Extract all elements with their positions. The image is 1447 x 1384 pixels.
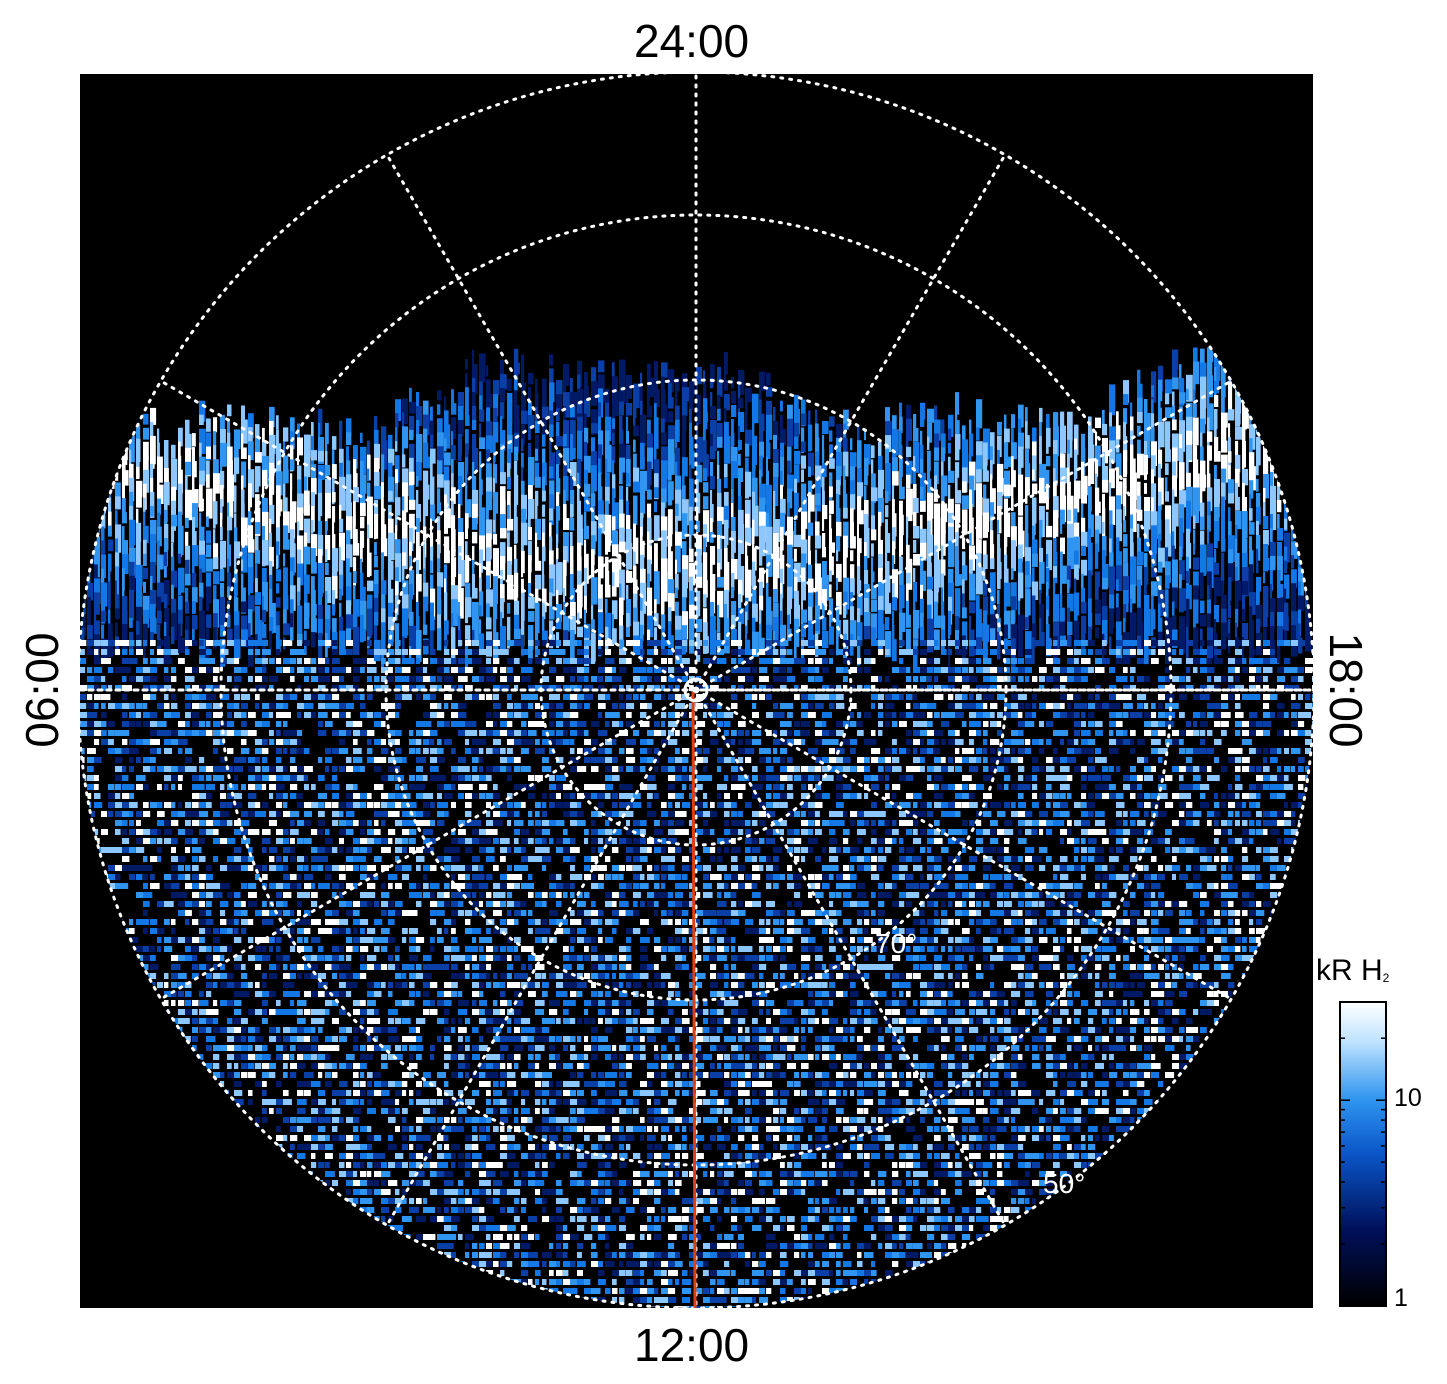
colorbar-ticks bbox=[1340, 1001, 1386, 1307]
noon-meridian-line bbox=[691, 691, 697, 1309]
colorbar-tick-label-10: 10 bbox=[1394, 1084, 1422, 1112]
colorbar-tick-label-1: 1 bbox=[1394, 1284, 1408, 1312]
colorbar-title-text: kR H bbox=[1316, 954, 1383, 987]
colorbar bbox=[1339, 1001, 1387, 1307]
local-time-label-noon: 12:00 bbox=[634, 1319, 750, 1371]
local-time-label-dusk: 18:00 bbox=[1320, 632, 1372, 748]
colorbar-title-subscript: 2 bbox=[1382, 971, 1390, 985]
latitude-label-70: 70° bbox=[875, 928, 918, 959]
latitude-label-50: 50° bbox=[1043, 1168, 1086, 1199]
pole-marker bbox=[683, 677, 709, 703]
colorbar-title: kR H2 bbox=[1316, 954, 1389, 988]
pole-marker-dot bbox=[693, 687, 699, 693]
local-time-label-midnight: 24:00 bbox=[634, 15, 750, 67]
local-time-label-dawn: 06:00 bbox=[16, 632, 68, 748]
